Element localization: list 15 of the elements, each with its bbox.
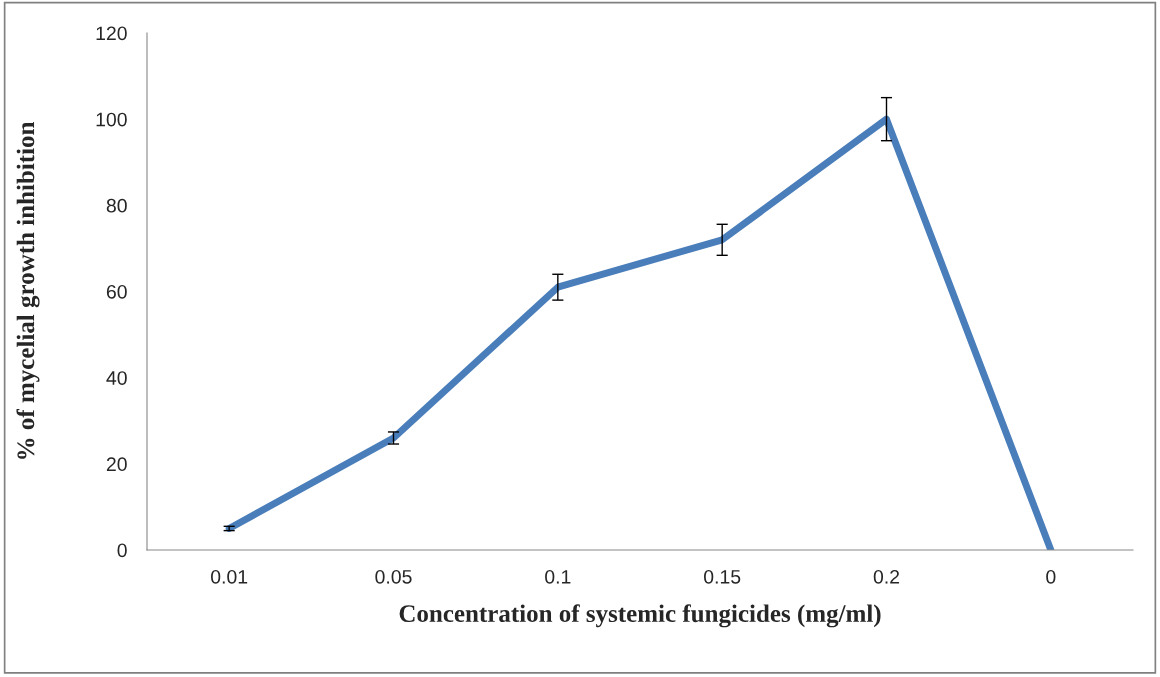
y-tick-label: 0: [117, 543, 127, 558]
y-axis-title: % of mycelial growth inhibition: [16, 121, 40, 459]
x-tick-label: 0.15: [704, 569, 741, 584]
x-axis-title: Concentration of systemic fungicides (mg/ml): [399, 604, 881, 628]
x-tick-label: 0.1: [545, 569, 571, 584]
y-tick-label: 100: [96, 112, 127, 127]
y-tick-label: 80: [106, 198, 127, 213]
y-tick-label: 120: [96, 26, 127, 41]
x-tick-label: 0: [1046, 569, 1056, 584]
y-tick-label: 60: [106, 284, 127, 299]
x-tick-label: 0.2: [873, 569, 900, 584]
x-tick-label: 0.01: [211, 569, 248, 584]
y-tick-label: 20: [106, 457, 127, 472]
y-tick-label: 40: [106, 371, 127, 385]
x-tick-label: 0.05: [375, 569, 412, 584]
